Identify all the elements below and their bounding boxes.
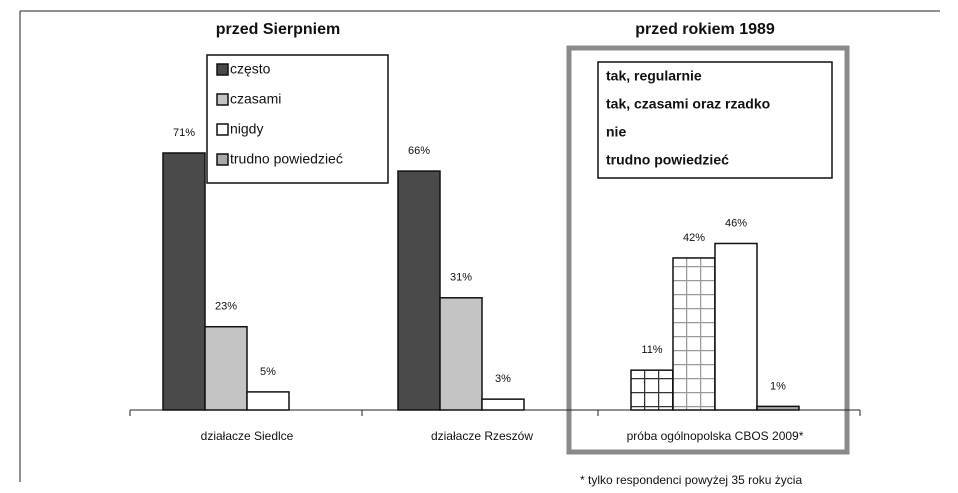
legend-swatch — [216, 153, 229, 166]
data-label: 46% — [725, 217, 747, 229]
bar — [481, 398, 525, 411]
footnote: * tylko respondenci powyżej 35 roku życi… — [580, 473, 802, 487]
legend-label: tak, czasami oraz rzadko — [606, 96, 770, 112]
bar — [672, 257, 716, 411]
x-tick-label: działacze Siedlce — [201, 429, 294, 443]
legend-label: tak, regularnie — [606, 68, 702, 84]
legend-swatch — [216, 123, 229, 136]
legend-label: trudno powiedzieć — [230, 151, 343, 167]
data-label: 11% — [641, 344, 662, 356]
bar — [756, 405, 800, 411]
data-label: 66% — [408, 145, 430, 157]
bar — [162, 152, 206, 411]
legend-label: trudno powiedzieć — [606, 152, 729, 168]
x-tick-label: działacze Rzeszów — [431, 429, 533, 443]
x-tick-label: próba ogólnopolska CBOS 2009* — [627, 429, 804, 443]
legend-swatch — [216, 63, 229, 76]
data-label: 31% — [450, 272, 472, 284]
bar — [397, 170, 441, 411]
bar — [630, 369, 674, 411]
legend-swatch — [216, 93, 229, 106]
legend-label: czasami — [230, 91, 281, 107]
data-label: 3% — [495, 373, 511, 385]
chart-title: przed Sierpniem — [216, 21, 340, 38]
bar — [439, 297, 483, 411]
data-label: 42% — [683, 232, 705, 244]
legend-label: nie — [606, 124, 626, 140]
legend-box — [597, 61, 833, 179]
data-label: 71% — [173, 127, 195, 139]
data-label: 5% — [260, 366, 276, 378]
chart-title: przed rokiem 1989 — [635, 21, 775, 38]
data-label: 1% — [770, 380, 786, 392]
data-label: 23% — [215, 301, 237, 313]
legend-label: nigdy — [230, 121, 263, 137]
bar — [246, 391, 290, 411]
bar — [204, 325, 248, 411]
legend-label: często — [230, 61, 271, 77]
highlight-box — [566, 45, 850, 455]
legend-box — [206, 54, 389, 184]
bar — [714, 242, 758, 411]
